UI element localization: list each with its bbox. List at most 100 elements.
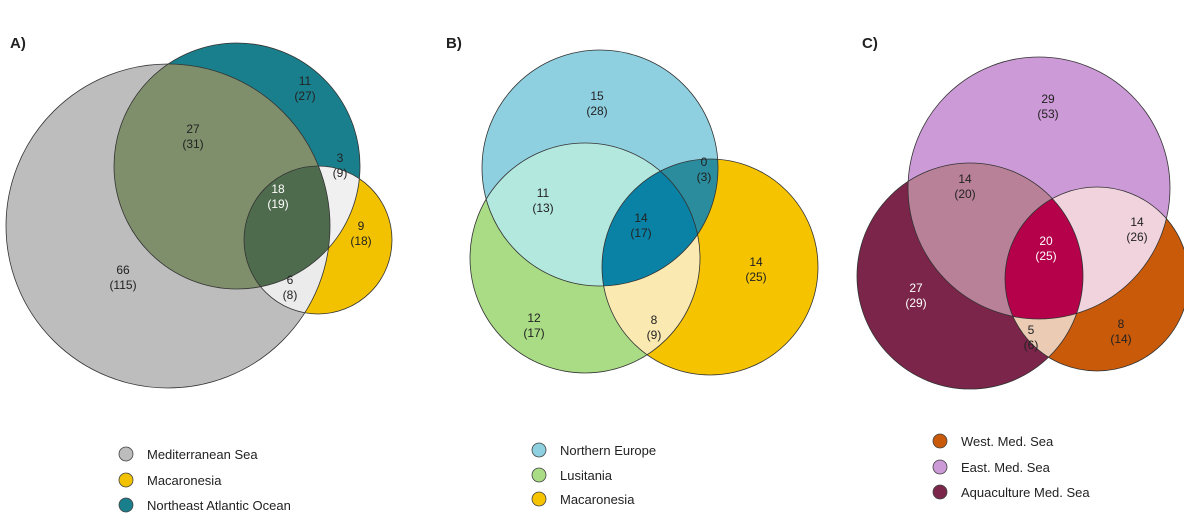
region-total: (18) bbox=[350, 234, 371, 248]
region-b-lus-mac: 8 (9) bbox=[647, 313, 662, 342]
panel-b-label: B) bbox=[446, 35, 462, 52]
region-value: 11 bbox=[537, 186, 550, 200]
legend-item: West. Med. Sea bbox=[932, 433, 1054, 449]
region-c-east-only: 29 (53) bbox=[1037, 92, 1058, 121]
region-value: 27 bbox=[909, 281, 923, 295]
region-total: (17) bbox=[523, 326, 544, 340]
region-b-ne-mac: 0 (3) bbox=[697, 155, 712, 184]
region-value: 3 bbox=[337, 151, 344, 165]
legend-item: Mediterranean Sea bbox=[118, 446, 258, 462]
region-a-med-only: 66 (115) bbox=[109, 263, 136, 292]
region-value: 8 bbox=[1118, 317, 1125, 331]
region-a-ne-only: 11 (27) bbox=[294, 74, 315, 103]
legend-item: Macaronesia bbox=[118, 472, 222, 488]
legend-a: Mediterranean Sea Macaronesia Northeast … bbox=[118, 446, 291, 513]
region-value: 20 bbox=[1039, 234, 1053, 248]
legend-swatch bbox=[118, 497, 134, 513]
legend-swatch bbox=[118, 446, 134, 462]
region-total: (20) bbox=[954, 187, 975, 201]
region-a-all: 18 (19) bbox=[267, 182, 288, 211]
legend-item: Lusitania bbox=[531, 467, 613, 483]
region-total: (9) bbox=[647, 328, 662, 342]
legend-swatch bbox=[531, 491, 547, 507]
region-total: (19) bbox=[267, 197, 288, 211]
region-a-med-ne: 27 (31) bbox=[182, 122, 203, 151]
region-b-mac-only: 14 (25) bbox=[745, 255, 766, 284]
region-value: 14 bbox=[749, 255, 763, 269]
legend-item: Macaronesia bbox=[531, 491, 635, 507]
region-value: 27 bbox=[186, 122, 200, 136]
region-total: (29) bbox=[905, 296, 926, 310]
region-total: (13) bbox=[532, 201, 553, 215]
region-total: (31) bbox=[182, 137, 203, 151]
region-c-west-only: 8 (14) bbox=[1110, 317, 1131, 346]
legend-label: Northeast Atlantic Ocean bbox=[147, 498, 291, 513]
legend-label: Northern Europe bbox=[560, 443, 656, 458]
region-value: 5 bbox=[1028, 323, 1035, 337]
region-b-ne-lus: 11 (13) bbox=[532, 186, 553, 215]
region-b-lus-only: 12 (17) bbox=[523, 311, 544, 340]
region-value: 12 bbox=[527, 311, 541, 325]
legend-label: East. Med. Sea bbox=[961, 460, 1051, 475]
region-value: 66 bbox=[116, 263, 130, 277]
region-c-all: 20 (25) bbox=[1035, 234, 1056, 263]
region-value: 0 bbox=[701, 155, 708, 169]
panel-c: C) 29 (53) 27 (29) 8 (1 bbox=[856, 35, 1184, 500]
legend-label: Mediterranean Sea bbox=[147, 447, 258, 462]
region-c-aqua-only: 27 (29) bbox=[905, 281, 926, 310]
legend-swatch bbox=[531, 467, 547, 483]
legend-label: Macaronesia bbox=[560, 492, 635, 507]
region-value: 14 bbox=[1130, 215, 1144, 229]
region-total: (27) bbox=[294, 89, 315, 103]
legend-label: West. Med. Sea bbox=[961, 434, 1054, 449]
region-total: (28) bbox=[586, 104, 607, 118]
region-total: (9) bbox=[333, 166, 348, 180]
legend-swatch bbox=[118, 472, 134, 488]
legend-c: West. Med. Sea East. Med. Sea Aquacultur… bbox=[932, 433, 1090, 500]
region-value: 15 bbox=[590, 89, 604, 103]
panel-c-label: C) bbox=[862, 35, 878, 52]
legend-b: Northern Europe Lusitania Macaronesia bbox=[531, 442, 656, 507]
region-b-ne-only: 15 (28) bbox=[586, 89, 607, 118]
legend-label: Aquaculture Med. Sea bbox=[961, 485, 1090, 500]
region-a-mac-only: 9 (18) bbox=[350, 219, 371, 248]
region-total: (6) bbox=[1024, 338, 1039, 352]
region-value: 14 bbox=[958, 172, 972, 186]
region-value: 14 bbox=[634, 211, 648, 225]
panel-a: A) 66 (115) 11 (27) 9 bbox=[5, 35, 393, 513]
region-total: (25) bbox=[745, 270, 766, 284]
region-value: 11 bbox=[299, 74, 312, 88]
region-total: (8) bbox=[283, 288, 298, 302]
region-c-west-aqua: 5 (6) bbox=[1024, 323, 1039, 352]
legend-swatch bbox=[932, 484, 948, 500]
region-value: 6 bbox=[287, 273, 294, 287]
overlap-all-a bbox=[244, 166, 330, 289]
region-total: (3) bbox=[697, 170, 712, 184]
panel-a-label: A) bbox=[10, 35, 26, 52]
legend-swatch bbox=[531, 442, 547, 458]
region-a-med-mac: 6 (8) bbox=[283, 273, 298, 302]
region-b-all: 14 (17) bbox=[630, 211, 651, 240]
region-c-east-west: 14 (26) bbox=[1126, 215, 1147, 244]
region-total: (17) bbox=[630, 226, 651, 240]
legend-item: East. Med. Sea bbox=[932, 459, 1051, 475]
region-value: 29 bbox=[1041, 92, 1055, 106]
region-total: (25) bbox=[1035, 249, 1056, 263]
region-a-mac-ne: 3 (9) bbox=[333, 151, 348, 180]
overlap-all-b bbox=[602, 159, 700, 286]
region-value: 9 bbox=[358, 219, 365, 233]
legend-swatch bbox=[932, 459, 948, 475]
region-total: (14) bbox=[1110, 332, 1131, 346]
region-total: (115) bbox=[109, 278, 136, 292]
region-total: (53) bbox=[1037, 107, 1058, 121]
legend-item: Aquaculture Med. Sea bbox=[932, 484, 1090, 500]
region-value: 18 bbox=[271, 182, 285, 196]
legend-label: Lusitania bbox=[560, 468, 613, 483]
legend-swatch bbox=[932, 433, 948, 449]
panel-b: B) 15 (28) 12 (17) 14 ( bbox=[446, 35, 819, 507]
region-value: 8 bbox=[651, 313, 658, 327]
legend-item: Northern Europe bbox=[531, 442, 656, 458]
legend-label: Macaronesia bbox=[147, 473, 222, 488]
legend-item: Northeast Atlantic Ocean bbox=[118, 497, 291, 513]
